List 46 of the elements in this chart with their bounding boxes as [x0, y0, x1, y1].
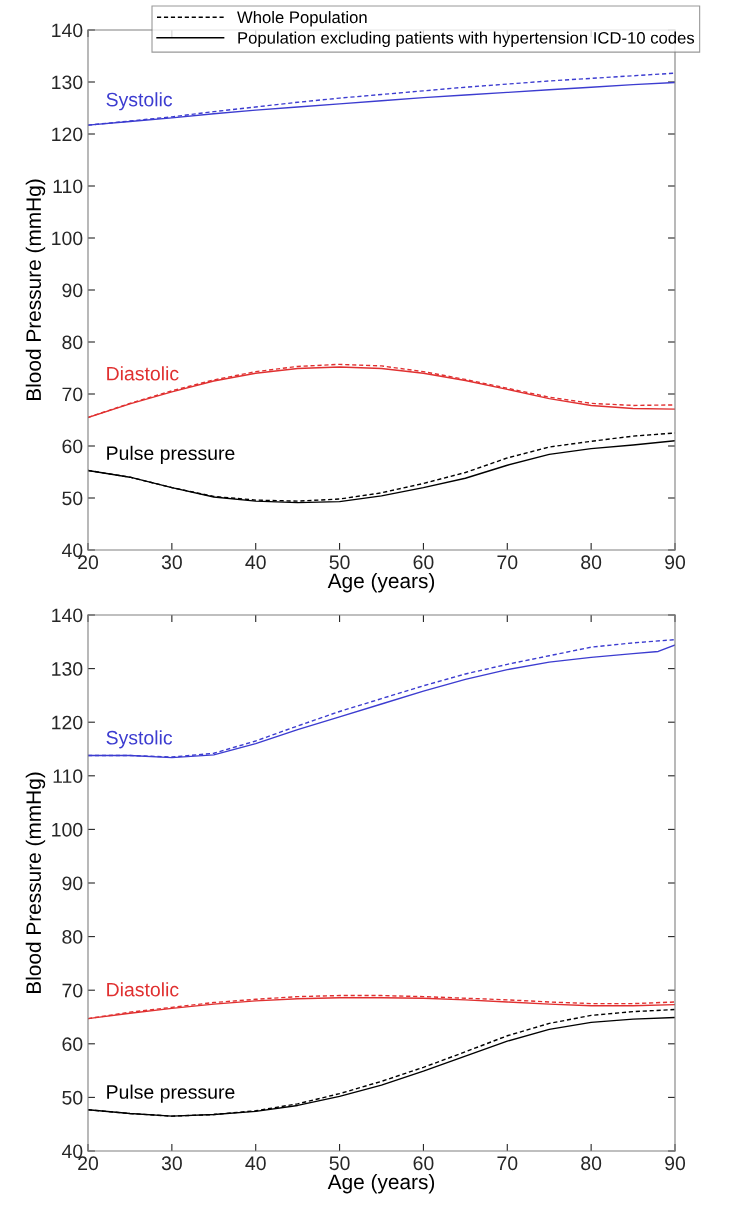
y-tick-label: 140	[52, 23, 83, 38]
y-tick-label: 110	[53, 179, 83, 194]
y-tick-label: 60	[62, 1037, 83, 1052]
x-tick-label: 50	[329, 1156, 350, 1171]
y-tick-label: 80	[62, 335, 83, 350]
x-tick-label: 50	[329, 555, 350, 570]
x-tick-label: 30	[161, 1156, 182, 1171]
y-tick-label: 120	[52, 715, 83, 730]
y-tick-label: 70	[62, 983, 83, 998]
y-tick-label: 90	[62, 876, 83, 891]
x-tick-label: 40	[245, 1156, 266, 1171]
x-tick-label: 40	[245, 555, 266, 570]
y-axis-title: Blood Pressure (mmHg)	[25, 179, 46, 400]
x-tick-label: 60	[413, 555, 434, 570]
annotation: Diastolic	[107, 366, 179, 381]
annotation: Systolic	[106, 92, 173, 111]
legend-label: Whole Population	[237, 11, 367, 27]
x-axis-title: Age (years)	[327, 1173, 435, 1194]
annotation: Pulse pressure	[107, 1084, 235, 1103]
annotation: Pulse pressure	[107, 445, 235, 464]
annotation: Diastolic	[107, 982, 179, 997]
annotation: Systolic	[106, 730, 173, 749]
x-tick-label: 90	[665, 1156, 686, 1171]
y-tick-label: 110	[53, 769, 83, 784]
y-tick-label: 120	[52, 127, 83, 142]
x-tick-label: 60	[413, 1156, 434, 1171]
x-axis-title: Age (years)	[327, 572, 435, 593]
y-tick-label: 50	[62, 491, 83, 506]
y-tick-label: 130	[52, 75, 83, 90]
y-tick-label: 100	[52, 231, 83, 246]
y-tick-label: 140	[52, 608, 83, 623]
y-tick-label: 70	[62, 387, 83, 402]
y-tick-label: 60	[62, 439, 83, 454]
x-tick-label: 70	[497, 1156, 518, 1171]
x-tick-label: 90	[665, 555, 686, 570]
x-tick-label: 70	[497, 555, 518, 570]
y-tick-label: 50	[62, 1090, 83, 1105]
y-tick-label: 100	[52, 822, 83, 837]
y-tick-label: 90	[62, 283, 83, 298]
x-tick-label: 80	[581, 555, 602, 570]
legend-label: Population excluding patients with hypertension ICD-10 codes	[238, 31, 695, 48]
x-tick-label: 30	[161, 555, 182, 570]
y-tick-label: 130	[52, 662, 83, 676]
x-tick-label: 80	[581, 1156, 602, 1171]
y-axis-title: Blood Pressure (mmHg)	[25, 772, 46, 993]
y-tick-label: 80	[62, 930, 83, 944]
